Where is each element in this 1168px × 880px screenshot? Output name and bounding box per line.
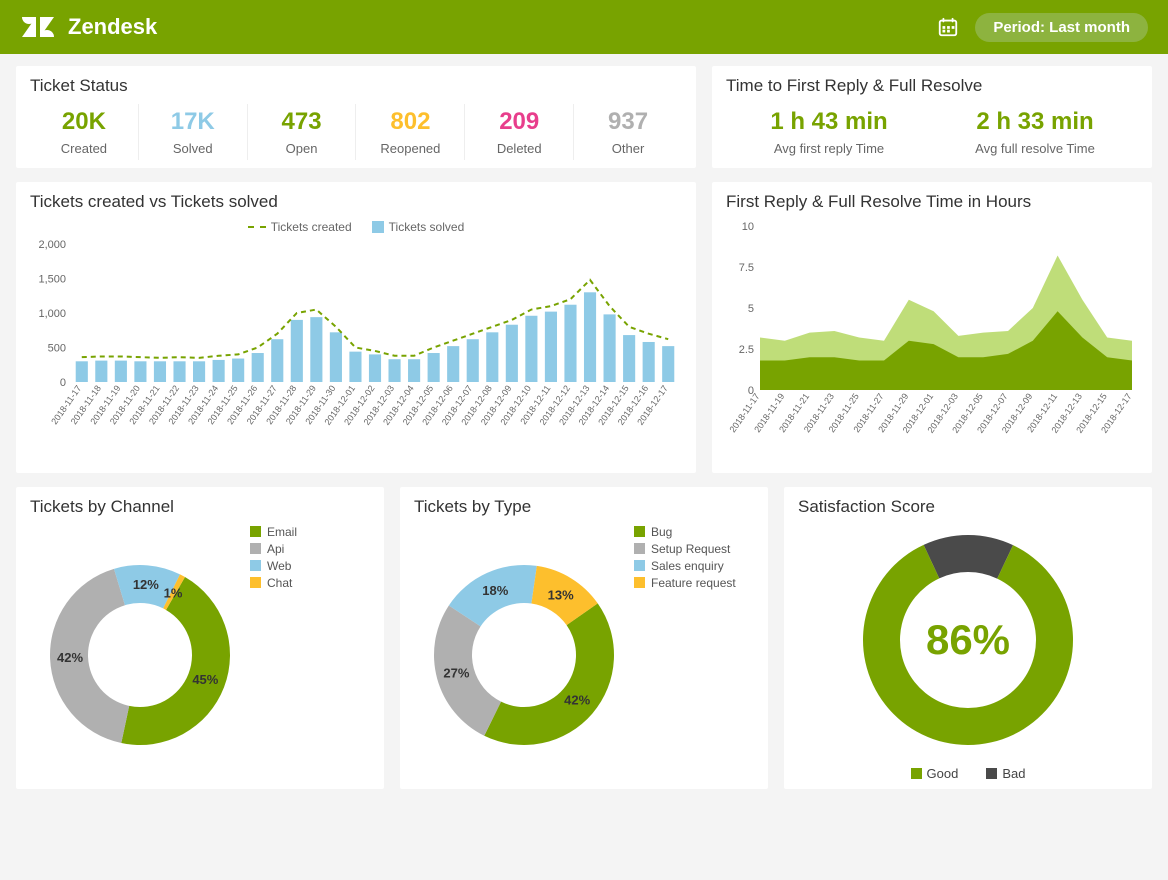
brand-name: Zendesk (68, 14, 157, 40)
created-vs-solved-legend: Tickets created Tickets solved (30, 220, 682, 234)
ticket-status-card: Ticket Status 20KCreated17KSolved473Open… (16, 66, 696, 168)
svg-text:13%: 13% (548, 587, 574, 602)
brand-logo: Zendesk (20, 9, 157, 45)
satisfaction-title: Satisfaction Score (798, 497, 1138, 517)
status-box: 20KCreated (30, 104, 139, 160)
svg-text:2.5: 2.5 (739, 344, 754, 356)
status-box: 473Open (248, 104, 357, 160)
period-selector[interactable]: Period: Last month (975, 13, 1148, 42)
calendar-icon[interactable] (937, 16, 959, 38)
tickets-by-type-chart: 42% 27% 18% 13% (414, 525, 634, 765)
tickets-by-channel-card: Tickets by Channel 45% 42% 12% 1% Email Api W… (16, 487, 384, 789)
tickets-by-channel-chart: 45% 42% 12% 1% (30, 525, 250, 765)
svg-text:27%: 27% (443, 665, 469, 680)
satisfaction-bad-label: Bad (1002, 766, 1025, 781)
created-vs-solved-chart: 05001,0001,5002,0002018-11-172018-11-182… (30, 240, 682, 460)
svg-text:1%: 1% (164, 585, 183, 600)
status-box: 209Deleted (465, 104, 574, 160)
reply-resolve-chart: 02.557.5102018-11-172018-11-192018-11-21… (726, 220, 1138, 460)
legend-item: Setup Request (634, 542, 736, 556)
legend-created-label: Tickets created (271, 220, 352, 234)
zendesk-logo-icon (20, 9, 56, 45)
svg-text:2,000: 2,000 (38, 240, 66, 251)
status-box: 17KSolved (139, 104, 248, 160)
tickets-by-type-card: Tickets by Type 42% 27% 18% 13% Bug Setup Re… (400, 487, 768, 789)
created-vs-solved-card: Tickets created vs Tickets solved Ticket… (16, 182, 696, 473)
time-to-reply-title: Time to First Reply & Full Resolve (726, 76, 1138, 96)
tickets-by-type-legend: Bug Setup Request Sales enquiry Feature req… (634, 525, 736, 765)
reply-resolve-chart-title: First Reply & Full Resolve Time in Hours (726, 192, 1138, 212)
header-bar: Zendesk Period: Last month (0, 0, 1168, 54)
svg-text:10: 10 (742, 221, 754, 233)
satisfaction-good-label: Good (927, 766, 959, 781)
svg-text:18%: 18% (482, 583, 508, 598)
legend-item: Api (250, 542, 297, 556)
status-box: 802Reopened (356, 104, 465, 160)
tickets-by-type-title: Tickets by Type (414, 497, 754, 517)
created-vs-solved-title: Tickets created vs Tickets solved (30, 192, 682, 212)
satisfaction-legend: Good Bad (798, 766, 1138, 781)
svg-text:1,000: 1,000 (38, 308, 66, 320)
tickets-by-channel-legend: Email Api Web Chat (250, 525, 297, 765)
satisfaction-card: Satisfaction Score 86% Good Bad (784, 487, 1152, 789)
reply-resolve-chart-card: First Reply & Full Resolve Time in Hours… (712, 182, 1152, 473)
legend-item: Sales enquiry (634, 559, 736, 573)
tickets-by-channel-title: Tickets by Channel (30, 497, 370, 517)
time-box: 2 h 33 minAvg full resolve Time (932, 104, 1138, 160)
svg-text:42%: 42% (564, 692, 590, 707)
satisfaction-chart: 86% (798, 525, 1138, 755)
ticket-status-title: Ticket Status (30, 76, 682, 96)
svg-text:5: 5 (748, 303, 754, 315)
legend-item: Email (250, 525, 297, 539)
time-to-reply-card: Time to First Reply & Full Resolve 1 h 4… (712, 66, 1152, 168)
legend-item: Bug (634, 525, 736, 539)
svg-text:1,500: 1,500 (38, 273, 66, 285)
legend-solved-label: Tickets solved (389, 220, 465, 234)
status-box: 937Other (574, 104, 682, 160)
legend-item: Web (250, 559, 297, 573)
legend-item: Feature request (634, 576, 736, 590)
svg-text:42%: 42% (57, 650, 83, 665)
svg-text:12%: 12% (133, 577, 159, 592)
svg-text:86%: 86% (926, 616, 1010, 663)
svg-text:0: 0 (60, 377, 66, 389)
svg-text:500: 500 (48, 342, 66, 354)
legend-item: Chat (250, 576, 297, 590)
svg-text:7.5: 7.5 (739, 262, 754, 274)
svg-text:45%: 45% (192, 672, 218, 687)
time-box: 1 h 43 minAvg first reply Time (726, 104, 932, 160)
